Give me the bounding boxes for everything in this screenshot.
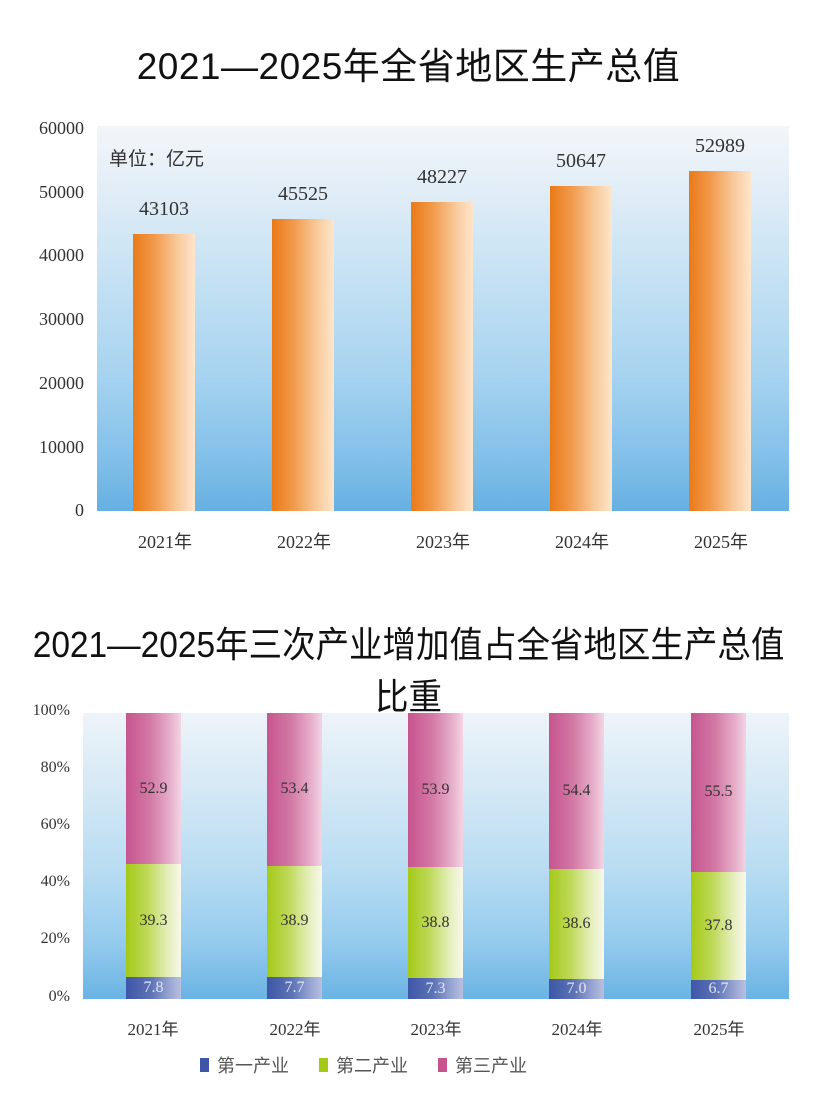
value-label: 50647 [556,150,606,172]
bar-2025 [689,171,751,511]
value-label: 52989 [695,134,745,157]
x-label: 2021年 [127,1020,179,1039]
secondary-segment: 38.6 [549,868,604,979]
tertiary-segment: 55.5 [691,713,746,872]
stacked-bar-2022: 53.4 38.9 7.7 [267,713,322,999]
legend-item-tertiary: 第三产业 [438,1052,527,1078]
legend-swatch-icon [438,1058,447,1072]
y-tick: 50000 [39,182,84,202]
bar-2024 [550,186,612,511]
x-label: 2024年 [551,1020,603,1039]
y-tick: 0 [75,500,84,520]
unit-label: 单位：亿元 [109,149,205,170]
y-tick: 40000 [39,245,84,265]
secondary-segment: 37.8 [691,871,746,980]
stacked-bar-2021: 52.9 39.3 7.8 [126,713,181,999]
secondary-segment: 38.8 [408,867,463,979]
y-tick: 0% [48,988,70,1005]
y-tick: 30000 [39,309,84,329]
value-label: 48227 [417,165,467,188]
primary-segment: 7.7 [267,976,322,999]
x-label: 2025年 [693,1020,745,1039]
secondary-segment: 39.3 [126,864,181,977]
x-label: 2024年 [555,532,609,552]
x-label: 2023年 [410,1020,462,1039]
y-tick: 20000 [39,373,84,393]
primary-segment: 7.0 [549,978,604,999]
legend-item-primary: 第一产业 [200,1052,289,1078]
tertiary-segment: 52.9 [126,713,181,865]
y-tick: 10000 [39,437,84,457]
value-label: 45525 [278,182,328,205]
bar-2023 [411,201,473,511]
legend-label: 第二产业 [336,1056,408,1076]
tertiary-segment: 53.9 [408,713,463,868]
stacked-bar-2023: 53.9 38.8 7.3 [408,713,463,999]
secondary-segment: 38.9 [267,865,322,977]
x-label: 2023年 [416,532,470,552]
legend-swatch-icon [319,1058,328,1072]
y-tick: 40% [40,873,70,890]
industry-share-chart-title: 2021—2025年三次产业增加值占全省地区生产总值比重 [32,624,785,717]
bar-2021 [133,234,195,511]
legend-item-secondary: 第二产业 [319,1052,408,1078]
plot-area: 单位：亿元 [97,126,789,511]
x-label: 2021年 [138,532,192,552]
x-label: 2022年 [269,1020,321,1039]
stacked-bar-2025: 55.5 37.8 6.7 [691,713,746,999]
legend: 第一产业 第二产业 第三产业 [200,1052,527,1078]
bar-2022 [272,218,334,511]
y-tick: 60000 [39,118,84,138]
stacked-bar-2024: 54.4 38.6 7.0 [549,713,604,999]
tertiary-segment: 53.4 [267,713,322,866]
y-tick: 20% [40,930,70,947]
y-tick: 60% [40,816,70,833]
y-tick: 100% [32,702,70,719]
legend-swatch-icon [200,1058,209,1072]
primary-segment: 7.8 [126,976,181,999]
x-label: 2022年 [277,532,331,552]
legend-label: 第三产业 [455,1056,527,1076]
x-label: 2025年 [694,532,748,552]
gdp-chart-title: 2021—2025年全省地区生产总值 [136,46,681,87]
plot-area: 52.9 39.3 7.8 53.4 38.9 7.7 53.9 38.8 7.… [83,713,789,999]
value-label: 43103 [139,198,189,221]
primary-segment: 6.7 [691,979,746,999]
y-tick: 80% [40,759,70,776]
tertiary-segment: 54.4 [549,713,604,869]
primary-segment: 7.3 [408,978,463,999]
legend-label: 第一产业 [217,1056,289,1076]
